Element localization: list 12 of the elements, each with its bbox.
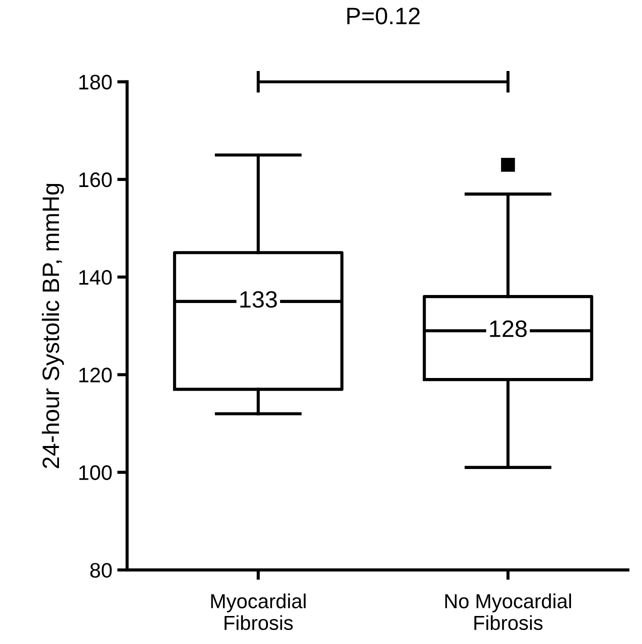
y-tick-label: 160 <box>79 172 112 188</box>
y-tick-label: 140 <box>79 270 112 285</box>
x-tick-label: Myocardial Fibrosis <box>211 594 306 630</box>
x-tick-label: No Myocardial Fibrosis <box>445 594 572 630</box>
annotation: 128 <box>490 320 527 338</box>
annotation: 133 <box>240 291 277 308</box>
text: P=0.12 <box>347 8 420 24</box>
y-tick-label: 120 <box>79 368 112 382</box>
y-axis-title: 24-hour Systolic BP, mmHg <box>42 184 64 468</box>
y-tick-label: 100 <box>79 465 112 480</box>
y-tick-label: 180 <box>79 74 112 90</box>
y-tick-label: 80 <box>90 562 112 578</box>
